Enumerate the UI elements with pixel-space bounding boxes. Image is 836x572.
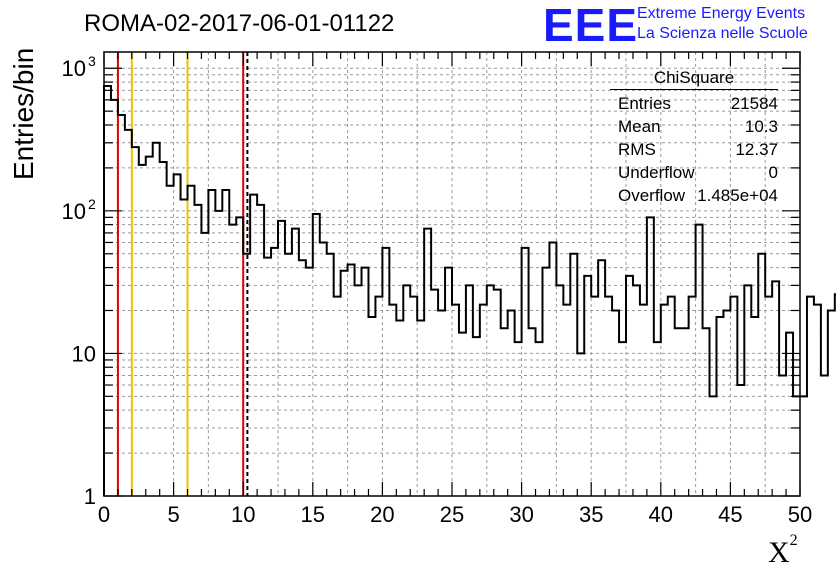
x-tick-label: 35 bbox=[579, 502, 603, 527]
stats-row-entries: Entries 21584 bbox=[618, 94, 778, 113]
x-tick-label: 25 bbox=[440, 502, 464, 527]
y-tick-label: 1 bbox=[84, 484, 96, 509]
x-tick-label: 5 bbox=[167, 502, 179, 527]
stats-row-overflow: Overflow 1.485e+04 bbox=[618, 186, 778, 205]
y-axis-label: Entries/bin bbox=[8, 47, 39, 180]
histogram-outline bbox=[103, 85, 836, 496]
x-tick-labels: 0 5 10 15 20 25 30 35 40 45 50 bbox=[98, 502, 812, 527]
x-tick-label: 0 bbox=[98, 502, 110, 527]
x-tick-label: 50 bbox=[788, 502, 812, 527]
chart-title: ROMA-02-2017-06-01-01122 bbox=[84, 10, 395, 37]
x-tick-label: 45 bbox=[718, 502, 742, 527]
y-tick-exponent: 2 bbox=[88, 196, 96, 212]
logo-line-2: La Scienza nelle Scuole bbox=[637, 25, 808, 42]
eee-logo: EEE Extreme Energy Events La Scienza nel… bbox=[543, 0, 833, 51]
stats-title: ChiSquare bbox=[610, 68, 778, 90]
grid-lines bbox=[104, 52, 800, 496]
stats-box: ChiSquare Entries 21584 Mean 10.3 RMS 12.37… bbox=[610, 68, 778, 207]
x-tick-label: 15 bbox=[301, 502, 325, 527]
x-tick-label: 10 bbox=[231, 502, 255, 527]
logo-mark: EEE bbox=[543, 0, 639, 51]
x-tick-label: 20 bbox=[370, 502, 394, 527]
y-tick-exponent: 3 bbox=[88, 53, 96, 69]
x-tick-label: 30 bbox=[509, 502, 533, 527]
y-tick-label: 10 bbox=[62, 56, 86, 81]
marker-lines bbox=[116, 52, 249, 496]
stats-row-rms: RMS 12.37 bbox=[618, 140, 778, 159]
stats-row-underflow: Underflow 0 bbox=[618, 163, 778, 182]
stats-row-mean: Mean 10.3 bbox=[618, 117, 778, 136]
x-axis-label: X2 bbox=[768, 532, 798, 569]
y-tick-label: 10 bbox=[72, 341, 96, 366]
axis-ticks bbox=[103, 52, 801, 497]
x-tick-label: 40 bbox=[649, 502, 673, 527]
logo-line-1: Extreme Energy Events bbox=[637, 5, 806, 22]
y-tick-label: 10 bbox=[62, 199, 86, 224]
